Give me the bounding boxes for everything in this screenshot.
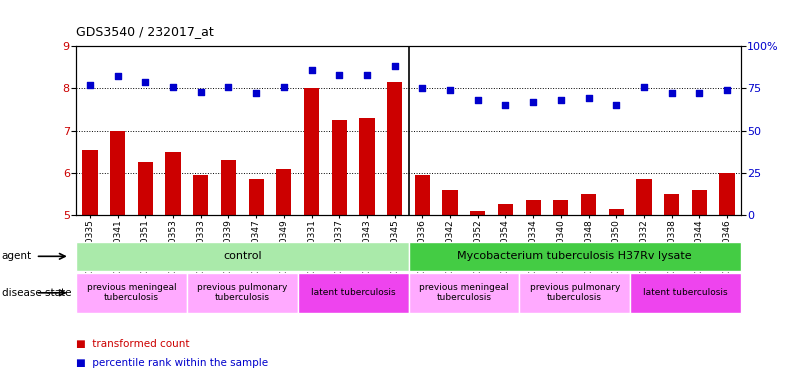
Point [111,73,124,79]
Point [554,97,567,103]
Point [499,102,512,108]
Bar [193,175,208,215]
Bar [525,200,541,215]
Text: latent tuberculosis: latent tuberculosis [643,288,728,297]
Bar [636,179,651,215]
Point [250,90,263,96]
Bar [276,169,292,215]
Point [167,84,179,90]
Text: previous pulmonary
tuberculosis: previous pulmonary tuberculosis [197,283,288,303]
Point [721,87,734,93]
Bar [470,211,485,215]
Point [666,90,678,96]
Bar [498,204,513,215]
Point [416,85,429,91]
Bar [166,152,181,215]
Point [582,95,595,101]
Bar [221,160,236,215]
Point [638,84,650,90]
Point [305,67,318,73]
Point [610,102,622,108]
Text: latent tuberculosis: latent tuberculosis [311,288,396,297]
Bar [360,118,375,215]
Point [83,82,96,88]
Text: ■  percentile rank within the sample: ■ percentile rank within the sample [76,358,268,368]
Point [222,84,235,90]
Bar [138,162,153,215]
Bar [304,88,319,215]
Bar [248,179,264,215]
Bar [581,194,596,215]
Bar [83,149,98,215]
Bar [692,190,707,215]
Point [388,63,401,70]
Text: Mycobacterium tuberculosis H37Rv lysate: Mycobacterium tuberculosis H37Rv lysate [457,251,692,262]
Point [277,84,290,90]
Point [195,89,207,95]
Point [139,78,151,84]
Point [471,97,484,103]
Point [360,72,373,78]
Text: control: control [223,251,262,262]
Point [444,87,457,93]
Bar [719,173,735,215]
Point [693,90,706,96]
Text: disease state: disease state [2,288,71,298]
Text: previous meningeal
tuberculosis: previous meningeal tuberculosis [87,283,176,303]
Text: ■  transformed count: ■ transformed count [76,339,190,349]
Bar [110,131,125,215]
Bar [664,194,679,215]
Point [333,72,346,78]
Bar [332,120,347,215]
Bar [415,175,430,215]
Bar [553,200,569,215]
Text: previous meningeal
tuberculosis: previous meningeal tuberculosis [419,283,509,303]
Text: agent: agent [2,251,32,262]
Bar [387,82,402,215]
Text: previous pulmonary
tuberculosis: previous pulmonary tuberculosis [529,283,620,303]
Bar [442,190,457,215]
Text: GDS3540 / 232017_at: GDS3540 / 232017_at [76,25,214,38]
Bar [609,209,624,215]
Point [527,99,540,105]
